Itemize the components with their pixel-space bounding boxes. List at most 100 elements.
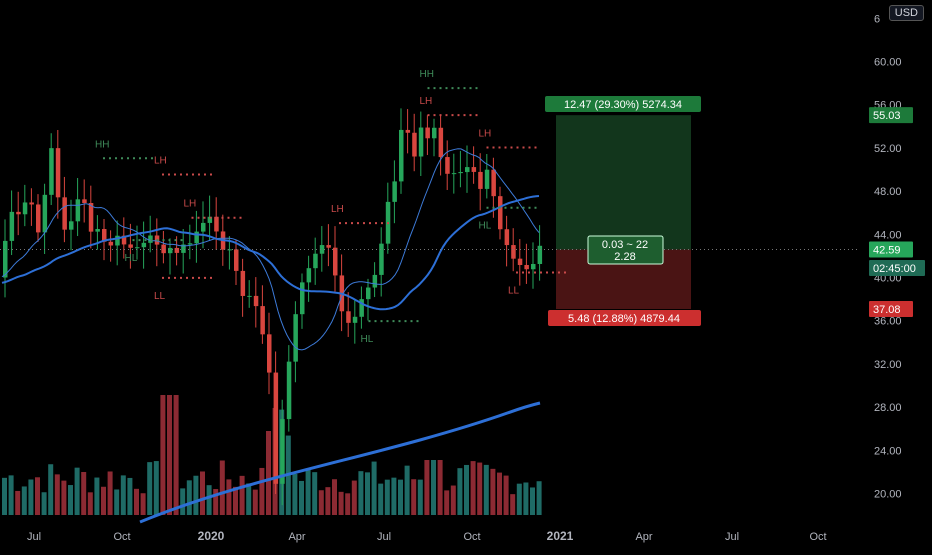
volume-bar bbox=[8, 475, 14, 515]
candle-body bbox=[16, 211, 21, 215]
volume-bar bbox=[48, 464, 54, 515]
current-price-badge: 42.59 bbox=[873, 245, 901, 257]
candle-body bbox=[425, 127, 430, 139]
volume-bar bbox=[503, 475, 509, 515]
candle-body bbox=[280, 419, 285, 484]
x-tick-label: 2020 bbox=[198, 529, 225, 543]
y-tick-label: 20.00 bbox=[874, 489, 902, 501]
candle-body bbox=[346, 311, 351, 323]
candle-body bbox=[478, 171, 483, 189]
candle-body bbox=[359, 299, 364, 317]
candle-body bbox=[504, 229, 510, 246]
volume-bar bbox=[516, 483, 522, 515]
volume-bar bbox=[252, 489, 258, 515]
countdown-badge: 02:45:00 bbox=[873, 263, 916, 275]
volume-bar bbox=[450, 485, 456, 515]
volume-bar bbox=[28, 479, 34, 515]
candle-body bbox=[451, 173, 457, 175]
volume-bar bbox=[2, 477, 7, 515]
x-tick-label: Apr bbox=[288, 531, 305, 543]
candle-body bbox=[194, 231, 199, 244]
volume-bar bbox=[219, 460, 225, 515]
candle-body bbox=[135, 247, 140, 249]
candle-body bbox=[121, 235, 127, 245]
profit-zone[interactable] bbox=[556, 115, 691, 250]
candle-body bbox=[247, 295, 252, 297]
candle-body bbox=[418, 127, 424, 157]
y-tick-label: 60.00 bbox=[874, 57, 902, 69]
volume-bar bbox=[266, 430, 271, 515]
candle-body bbox=[148, 235, 153, 243]
volume-bar bbox=[147, 462, 153, 515]
currency-badge[interactable]: USD bbox=[888, 5, 924, 21]
volume-bar bbox=[94, 477, 100, 515]
candle-body bbox=[293, 314, 298, 362]
candle-body bbox=[432, 127, 437, 139]
candle-body bbox=[181, 244, 186, 253]
y-tick-label: 28.00 bbox=[874, 402, 902, 414]
candle-body bbox=[49, 148, 54, 195]
candle-body bbox=[260, 306, 265, 335]
candle-body bbox=[29, 202, 34, 205]
volume-bar bbox=[332, 479, 337, 515]
candle-body bbox=[3, 240, 8, 278]
y-tick-label: 6 bbox=[874, 13, 880, 25]
ratio-box[interactable] bbox=[587, 235, 664, 265]
candle-body bbox=[88, 203, 94, 232]
volume-bar bbox=[391, 477, 397, 515]
volume-bar bbox=[338, 491, 344, 515]
pivot-label: HL bbox=[361, 334, 374, 345]
volume-bar bbox=[120, 475, 126, 515]
volume-bar bbox=[186, 480, 192, 515]
candle-body bbox=[141, 242, 147, 248]
volume-bar bbox=[101, 486, 106, 515]
ratio-line-1: 0.03 ~ 22 bbox=[602, 239, 648, 251]
volume-bar bbox=[318, 490, 324, 515]
candle-body bbox=[187, 243, 193, 245]
volume-bar bbox=[483, 464, 489, 515]
pivot-label: LH bbox=[184, 199, 197, 210]
volume-bar bbox=[54, 474, 60, 515]
x-tick-label: Apr bbox=[635, 531, 652, 543]
candle-body bbox=[273, 372, 279, 484]
volume-bar bbox=[107, 471, 113, 515]
volume-bar bbox=[345, 493, 351, 515]
volume-bar bbox=[15, 490, 21, 515]
candle-body bbox=[517, 258, 523, 265]
y-tick-label: 36.00 bbox=[874, 316, 902, 328]
volume-bar bbox=[246, 483, 252, 515]
volume-bar bbox=[470, 461, 476, 515]
volume-bar bbox=[127, 477, 133, 515]
candle-body bbox=[412, 132, 417, 157]
volume-bar bbox=[398, 479, 403, 515]
candle-body bbox=[69, 221, 74, 230]
pivot-label: LL bbox=[154, 291, 166, 302]
candle-body bbox=[333, 247, 338, 276]
volume-bar bbox=[167, 395, 172, 515]
volume-bar bbox=[74, 467, 80, 515]
pivot-label: HL bbox=[479, 221, 492, 232]
candle-body bbox=[201, 222, 206, 232]
ma-slow-line bbox=[139, 401, 541, 524]
candle-body bbox=[55, 148, 61, 198]
volume-bar bbox=[206, 485, 212, 515]
volume-bar bbox=[497, 472, 502, 515]
volume-bar bbox=[68, 485, 73, 515]
volume-bar bbox=[213, 489, 219, 515]
pivot-label: LL bbox=[508, 286, 520, 297]
volume-bar bbox=[114, 489, 120, 515]
volume-bar bbox=[173, 395, 179, 515]
candle-body bbox=[168, 247, 173, 254]
pivot-label: HL bbox=[125, 253, 138, 264]
candle-body bbox=[214, 216, 219, 232]
candle-body bbox=[240, 270, 246, 296]
target-price-badge: 55.03 bbox=[873, 110, 901, 122]
candle-body bbox=[102, 229, 107, 242]
pivot-label: LH bbox=[331, 204, 344, 215]
volume-bar bbox=[41, 492, 47, 515]
candle-body bbox=[438, 127, 444, 158]
y-tick-label: 32.00 bbox=[874, 359, 902, 371]
candle-body bbox=[458, 172, 463, 174]
